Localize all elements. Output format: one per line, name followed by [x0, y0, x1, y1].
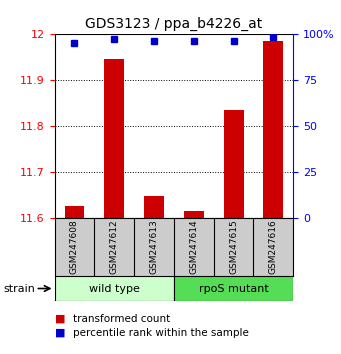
Text: ■: ■ — [55, 314, 69, 324]
Text: wild type: wild type — [89, 284, 140, 293]
Text: GSM247612: GSM247612 — [110, 219, 119, 274]
Bar — [224, 109, 243, 218]
Bar — [64, 206, 84, 218]
Bar — [104, 59, 124, 218]
Text: GSM247608: GSM247608 — [70, 219, 79, 274]
Text: GSM247613: GSM247613 — [149, 219, 159, 274]
Bar — [174, 276, 293, 301]
Title: GDS3123 / ppa_b4226_at: GDS3123 / ppa_b4226_at — [85, 17, 263, 31]
Text: transformed count: transformed count — [73, 314, 170, 324]
Text: GSM247614: GSM247614 — [189, 219, 198, 274]
Text: GSM247615: GSM247615 — [229, 219, 238, 274]
Bar — [55, 276, 174, 301]
Text: percentile rank within the sample: percentile rank within the sample — [73, 328, 249, 338]
Bar — [184, 211, 204, 218]
Text: ■: ■ — [55, 328, 69, 338]
Text: GSM247616: GSM247616 — [269, 219, 278, 274]
Bar — [144, 196, 164, 218]
Text: strain: strain — [3, 284, 35, 293]
Text: rpoS mutant: rpoS mutant — [199, 284, 268, 293]
Bar — [264, 41, 283, 218]
